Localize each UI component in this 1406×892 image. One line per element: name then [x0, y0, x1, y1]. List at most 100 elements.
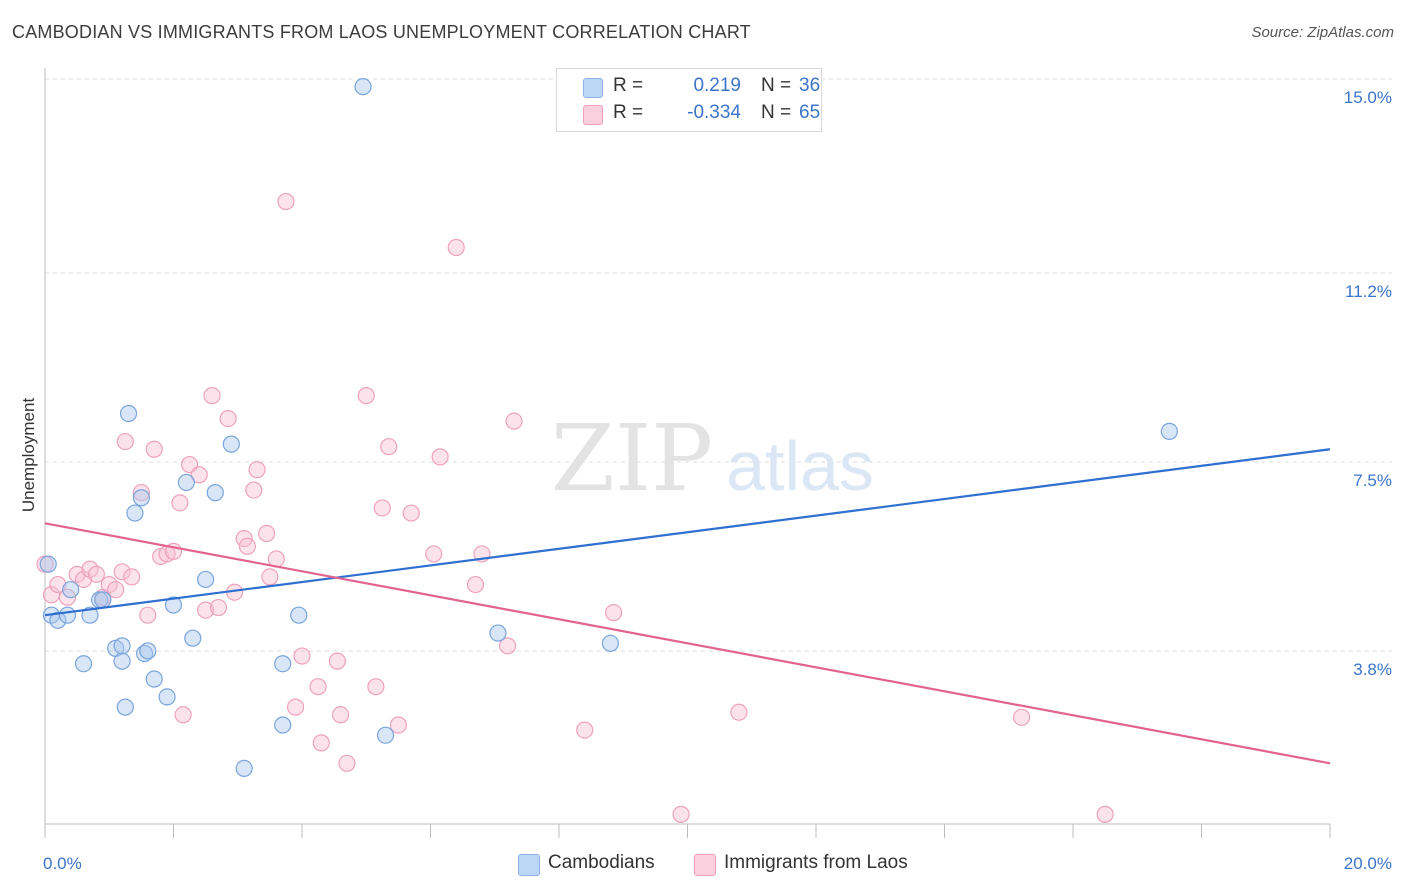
cambodian-point	[135, 644, 154, 663]
stats-legend: R = 0.219 N = 36 R = -0.334 N = 65	[556, 68, 822, 132]
legend-n-label: N =	[761, 102, 792, 123]
laos-point	[107, 581, 125, 599]
laos-point	[431, 448, 449, 466]
legend-r-label: R =	[613, 75, 644, 96]
laos-point	[190, 466, 208, 484]
laos-point	[261, 568, 279, 586]
legend-swatch-cambodians	[583, 78, 603, 98]
laos-point	[174, 706, 192, 724]
laos-point	[425, 545, 443, 563]
laos-point	[1096, 805, 1114, 823]
laos-point	[373, 499, 391, 517]
axes	[44, 68, 1331, 838]
cambodian-point	[376, 726, 395, 744]
x-tick-label: 0.0%	[43, 854, 82, 873]
laos-point	[145, 440, 163, 458]
laos-point	[331, 706, 350, 724]
tick-labels: 3.8% 7.5% 11.2% 15.0% 0.0% 20.0%	[43, 88, 1392, 873]
cambodian-point	[274, 716, 292, 734]
cambodian-point	[177, 473, 195, 492]
laos-point	[499, 637, 517, 655]
cambodian-point	[235, 759, 253, 778]
y-axis-label: Unemployment	[19, 398, 38, 513]
cambodian-point	[222, 435, 240, 453]
laos-point	[605, 604, 623, 622]
legend-swatch-laos	[583, 105, 603, 125]
laos-point	[209, 598, 228, 617]
laos-points	[36, 192, 1114, 823]
laos-point	[672, 805, 690, 823]
laos-point	[197, 601, 215, 619]
cambodian-point	[184, 629, 202, 647]
cambodian-point	[39, 555, 57, 573]
laos-point	[245, 481, 263, 499]
cambodian-point	[74, 655, 93, 673]
laos-point	[389, 716, 407, 734]
laos-point	[87, 565, 106, 583]
legend-r-value: 0.219	[693, 75, 741, 96]
legend-n-value: 65	[799, 102, 821, 123]
laos-point	[576, 721, 594, 739]
bottom-legend-swatch-laos	[694, 854, 716, 876]
cambodian-point	[1160, 422, 1178, 440]
cambodian-point	[158, 688, 176, 706]
cambodian-point	[145, 670, 163, 688]
laos-point	[402, 504, 420, 522]
laos-point	[367, 678, 385, 696]
laos-point	[730, 703, 748, 721]
laos-point	[74, 570, 93, 589]
bottom-legend-label-cambodians: Cambodians	[548, 852, 655, 873]
legend-r-value: -0.334	[687, 102, 741, 123]
y-tick-label: 11.2%	[1345, 282, 1392, 301]
laos-trend-line	[44, 522, 1331, 765]
legend-r-label: R =	[613, 102, 644, 123]
laos-point	[466, 575, 485, 594]
source-label: Source: ZipAtlas.com	[1251, 24, 1394, 41]
laos-point	[1012, 708, 1031, 726]
laos-point	[380, 438, 398, 456]
cambodian-point	[354, 78, 372, 96]
laos-point	[113, 563, 131, 581]
grid-lines	[45, 78, 1392, 652]
laos-point	[286, 698, 305, 716]
cambodian-point	[49, 611, 67, 629]
laos-point	[312, 734, 330, 752]
laos-point	[116, 432, 134, 451]
cambodian-point	[274, 655, 292, 673]
laos-point	[219, 409, 237, 428]
cambodian-point	[139, 642, 157, 660]
legend-n-label: N =	[761, 75, 792, 96]
x-tick-label: 20.0%	[1344, 854, 1392, 873]
chart-title: CAMBODIAN VS IMMIGRANTS FROM LAOS UNEMPL…	[12, 22, 751, 42]
cambodians-trend-line	[44, 448, 1331, 617]
laos-point	[238, 537, 256, 555]
laos-point	[293, 647, 311, 665]
cambodian-point	[197, 570, 215, 589]
laos-point	[357, 387, 375, 405]
cambodian-point	[94, 591, 112, 609]
laos-point	[123, 568, 141, 586]
cambodian-point	[119, 404, 138, 423]
cambodian-point	[81, 606, 99, 624]
laos-point	[447, 238, 465, 257]
laos-point	[139, 606, 157, 624]
cambodian-point	[113, 637, 131, 655]
y-tick-label: 7.5%	[1353, 471, 1392, 490]
laos-point	[277, 192, 295, 211]
cambodian-point	[601, 634, 620, 652]
laos-point	[328, 652, 346, 670]
cambodian-point	[113, 652, 131, 670]
y-tick-label: 15.0%	[1344, 88, 1392, 107]
laos-point	[132, 484, 150, 502]
cambodian-point	[116, 698, 134, 716]
legend-n-value: 36	[799, 75, 821, 96]
cambodian-point	[126, 504, 144, 522]
laos-point	[258, 524, 276, 543]
cambodian-point	[206, 484, 224, 502]
laos-point	[248, 461, 266, 479]
cambodian-point	[164, 596, 183, 614]
laos-point	[505, 412, 523, 430]
watermark-zip: ZIP	[551, 405, 713, 512]
cambodian-point	[290, 606, 308, 624]
